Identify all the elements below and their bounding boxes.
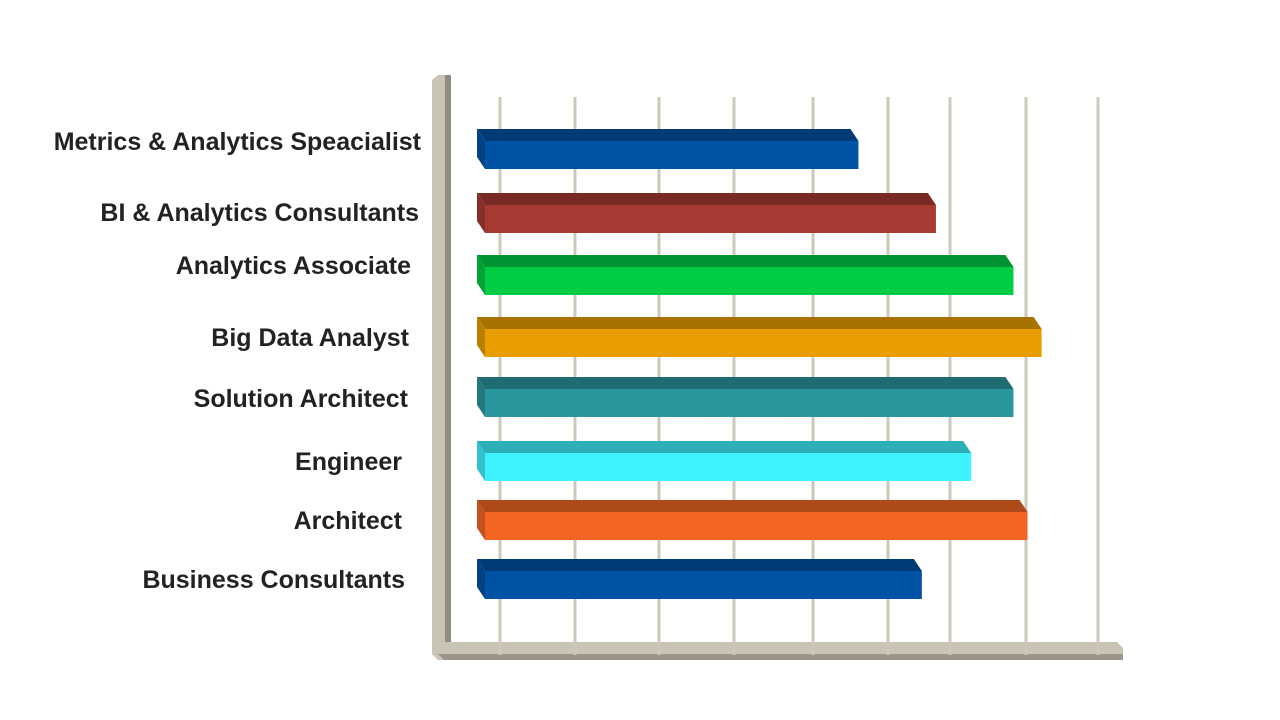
category-label: BI & Analytics Consultants	[100, 199, 419, 227]
bar	[485, 389, 1014, 417]
category-label: Business Consultants	[142, 566, 405, 594]
bar	[485, 205, 936, 233]
category-label: Analytics Associate	[176, 252, 411, 280]
bar-end	[477, 317, 485, 357]
bar-top	[477, 317, 1042, 329]
bar	[485, 141, 859, 169]
chart-frame	[432, 75, 1123, 660]
bar	[485, 329, 1042, 357]
bars	[477, 129, 1042, 599]
bar-top	[477, 559, 922, 571]
bar	[485, 267, 1014, 295]
bar-end	[477, 500, 485, 540]
bar-end	[477, 441, 485, 481]
category-label: Big Data Analyst	[211, 324, 409, 352]
bar-end	[477, 193, 485, 233]
category-label: Solution Architect	[194, 385, 409, 413]
bar-top	[477, 255, 1014, 267]
category-label: Metrics & Analytics Speacialist	[54, 128, 422, 156]
gridline	[732, 97, 736, 655]
bar-end	[477, 129, 485, 169]
gridline	[886, 97, 890, 655]
bar-top	[477, 129, 859, 141]
category-label: Architect	[294, 507, 403, 535]
floor-edge	[438, 654, 1123, 660]
category-labels: Metrics & Analytics Speacialist BI & Anal…	[54, 128, 422, 594]
bar	[485, 571, 922, 599]
bar-end	[477, 255, 485, 295]
left-wall-side	[445, 75, 451, 655]
gridline	[1096, 97, 1100, 655]
gridline	[573, 97, 577, 655]
category-label: Engineer	[295, 448, 402, 476]
bar-top	[477, 193, 936, 205]
gridline	[1024, 97, 1028, 655]
gridline	[811, 97, 815, 655]
bar-end	[477, 377, 485, 417]
bar-top	[477, 377, 1014, 389]
gridline	[498, 97, 502, 655]
gridlines	[498, 97, 1100, 655]
bar-top	[477, 441, 972, 453]
gridline	[948, 97, 952, 655]
bar-end	[477, 559, 485, 599]
bar	[485, 453, 972, 481]
gridline	[657, 97, 661, 655]
bar-top	[477, 500, 1028, 512]
bar	[485, 512, 1028, 540]
